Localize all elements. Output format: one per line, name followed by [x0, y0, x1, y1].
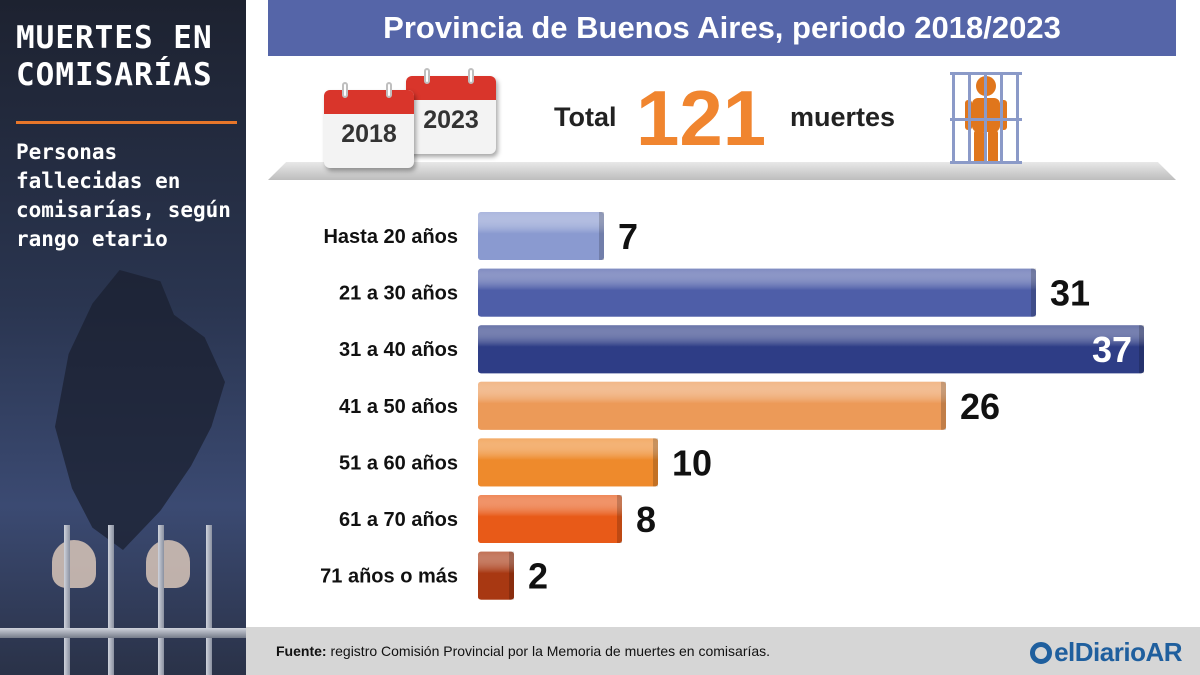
value-label-4: 10 [672, 442, 712, 483]
bar-highlight-1 [478, 268, 1036, 317]
bar-end-cap-5 [617, 495, 622, 543]
bar-end-cap-1 [1031, 268, 1036, 317]
source-note: Fuente: registro Comisión Provincial por… [276, 643, 770, 659]
header-band: Provincia de Buenos Aires, periodo 2018/… [268, 0, 1176, 56]
bar-highlight-0 [478, 212, 604, 260]
value-label-3: 26 [960, 386, 1000, 427]
value-label-6: 2 [528, 556, 548, 597]
jail-bar [64, 525, 70, 675]
value-label-0: 7 [618, 216, 638, 257]
category-label-5: 61 a 70 años [339, 509, 458, 531]
bar-highlight-2 [478, 325, 1144, 374]
source-label: Fuente: [276, 643, 327, 659]
prisoner-behind-bars-icon [950, 72, 1022, 164]
left-hand-image [52, 540, 96, 588]
bar-end-cap-4 [653, 438, 658, 487]
bar-highlight-6 [478, 551, 514, 600]
category-label-6: 71 años o más [320, 566, 458, 588]
bar-end-cap-2 [1139, 325, 1144, 374]
total-unit: muertes [790, 102, 896, 132]
category-label-3: 41 a 50 años [339, 396, 458, 418]
calendar-icon: 2023 [406, 68, 496, 154]
bar-end-cap-6 [509, 551, 514, 600]
title-divider [16, 121, 237, 124]
bar-highlight-5 [478, 495, 622, 543]
left-panel: MUERTES EN COMISARÍAS Personas fallecida… [0, 0, 246, 675]
province-map-silhouette [55, 270, 225, 550]
right-hand-image [146, 540, 190, 588]
value-label-5: 8 [636, 499, 656, 540]
bar-end-cap-0 [599, 212, 604, 260]
bar-highlight-3 [478, 381, 946, 430]
brand-circle-icon [1030, 642, 1053, 664]
category-label-2: 31 a 40 años [339, 339, 458, 361]
total-value: 121 [636, 74, 767, 162]
calendar-year-end: 2023 [423, 106, 479, 134]
value-label-1: 31 [1050, 273, 1090, 314]
bar-highlight-4 [478, 438, 658, 487]
age-range-bar-chart: Hasta 20 años 7 21 a 30 años 31 31 a 40 años… [320, 212, 1144, 600]
jail-crossbar [0, 628, 246, 638]
calendar-year-start: 2018 [341, 120, 397, 148]
footer: Fuente: registro Comisión Provincial por… [246, 627, 1200, 675]
subtitle: Personas fallecidas en comisarías, según… [16, 140, 231, 251]
source-text: registro Comisión Provincial por la Memo… [330, 643, 771, 659]
category-label-4: 51 a 60 años [339, 452, 458, 474]
brand-name: elDiarioAR [1054, 637, 1182, 667]
calendar-icon: 2018 [324, 82, 414, 168]
total-shelf [268, 162, 1176, 180]
bar-end-cap-3 [941, 381, 946, 430]
value-label-2: 37 [1092, 329, 1132, 370]
main-title: MUERTES EN COMISARÍAS [16, 20, 213, 93]
eldiarioar-logo: elDiarioAR [1030, 637, 1182, 668]
jail-bar [108, 525, 114, 675]
category-label-1: 21 a 30 años [339, 283, 458, 305]
jail-bar [206, 525, 212, 675]
jail-bar [158, 525, 164, 675]
total-label: Total [554, 102, 617, 132]
category-label-0: Hasta 20 años [323, 226, 458, 248]
